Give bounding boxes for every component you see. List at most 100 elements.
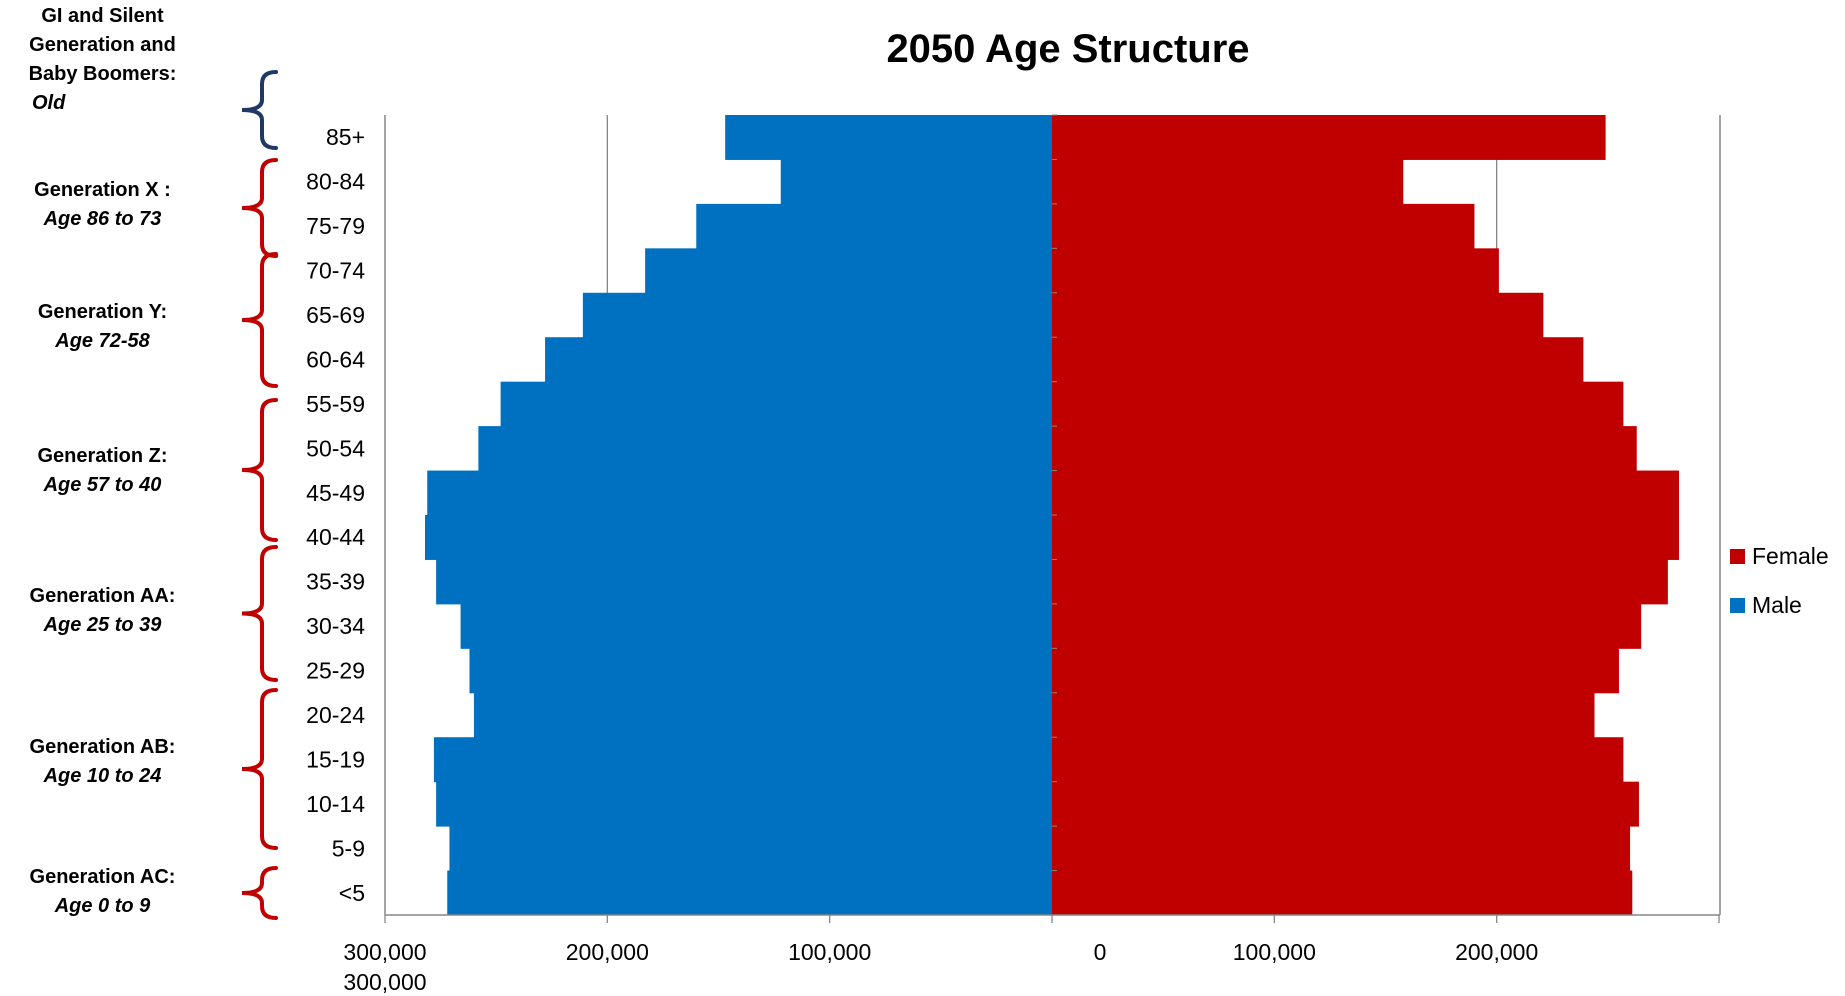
legend-label-male: Male — [1752, 592, 1802, 618]
bar-female — [1052, 115, 1606, 160]
bar-male — [427, 470, 1052, 516]
bar-male — [645, 248, 1052, 294]
age-group-label: 60-64 — [306, 346, 365, 372]
age-group-label: 65-69 — [306, 302, 365, 328]
bar-female — [1052, 737, 1624, 783]
generation-age-range: Old — [32, 92, 66, 114]
age-group-label: 20-24 — [306, 702, 365, 728]
generation-bracket — [241, 688, 278, 850]
generation-label: Generation AB: Age 10 to 24 — [0, 733, 205, 791]
x-tick-labels: 300,000 200,000 100,000 0 100,000 200,000 300,… — [343, 939, 1538, 995]
bar-female — [1052, 159, 1404, 205]
chart-title: 2050 Age Structure — [886, 27, 1249, 71]
x-tick-label: 0 — [1094, 939, 1107, 965]
bar-female — [1052, 337, 1584, 383]
age-group-labels: 85+ 80-84 75-79 70-74 65-69 60-64 55-59 50-54 45… — [306, 124, 365, 906]
legend-swatch-male — [1730, 598, 1745, 613]
legend-item-female: Female — [1730, 532, 1829, 581]
generation-bracket — [241, 158, 278, 258]
generation-name-line: Generation Z: — [37, 445, 168, 467]
age-group-label: 10-14 — [306, 791, 365, 817]
age-group-label: 70-74 — [306, 258, 365, 284]
age-group-label: <5 — [339, 880, 365, 906]
age-group-label: 30-34 — [306, 613, 365, 639]
x-tick-label: 300,000 — [343, 939, 426, 965]
generation-name-line: Generation Y: — [37, 301, 168, 323]
generation-label: Generation AC: Age 0 to 9 — [0, 863, 205, 921]
generation-age-range: Age 86 to 73 — [43, 208, 162, 230]
age-group-label: 35-39 — [306, 569, 365, 595]
generation-label: Generation Y: Age 72-58 — [0, 298, 205, 356]
age-group-label: 55-59 — [306, 391, 365, 417]
bar-male — [433, 737, 1052, 783]
x-tick-label: 100,000 — [788, 939, 871, 965]
x-tick-label: 100,000 — [1233, 939, 1316, 965]
bar-female — [1052, 203, 1475, 249]
generation-bracket — [241, 252, 278, 388]
bar-male — [469, 648, 1052, 694]
generation-age-range: Age 57 to 40 — [43, 474, 162, 496]
bar-female — [1052, 515, 1679, 560]
bar-female — [1052, 648, 1619, 694]
bar-male — [696, 203, 1052, 249]
bar-male — [447, 870, 1053, 916]
bar-male — [473, 692, 1052, 738]
generation-name-line: Generation AA: — [29, 585, 176, 607]
generation-brackets — [241, 70, 278, 920]
bar-female — [1052, 870, 1633, 916]
age-group-label: 45-49 — [306, 480, 365, 506]
legend-swatch-female — [1730, 549, 1745, 564]
age-group-label: 15-19 — [306, 746, 365, 772]
generation-age-range: Age 25 to 39 — [43, 614, 162, 636]
bar-male — [582, 292, 1052, 338]
bar-male — [449, 826, 1052, 872]
generation-name-line: Generation AB: — [29, 736, 176, 758]
legend-item-male: Male — [1730, 581, 1829, 630]
bar-female — [1052, 603, 1642, 649]
x-tick-label: 200,000 — [566, 939, 649, 965]
bar-male — [725, 115, 1052, 160]
bar-female — [1052, 559, 1668, 605]
bar-male — [460, 603, 1052, 649]
age-group-label: 75-79 — [306, 213, 365, 239]
bar-male — [436, 781, 1052, 827]
x-tick-label: 200,000 — [1455, 939, 1538, 965]
bar-female — [1052, 426, 1637, 472]
generation-bracket — [241, 545, 278, 682]
generation-bracket — [241, 866, 278, 920]
bar-male — [780, 159, 1052, 205]
generation-age-range: Age 10 to 24 — [43, 765, 162, 787]
generation-label: Generation X : Age 86 to 73 — [0, 176, 205, 234]
age-group-label: 50-54 — [306, 435, 365, 461]
legend: Female Male — [1730, 532, 1829, 630]
legend-label-female: Female — [1752, 543, 1829, 569]
bar-female — [1052, 470, 1679, 516]
bar-female — [1052, 692, 1595, 738]
bar-female — [1052, 781, 1639, 827]
generation-label: Generation Z: Age 57 to 40 — [0, 442, 205, 500]
axes — [384, 114, 1721, 923]
generation-name-line: Generation X : — [34, 179, 171, 201]
bar-female — [1052, 381, 1624, 427]
bar-male — [500, 381, 1052, 427]
bars — [425, 115, 1679, 916]
age-group-label: 40-44 — [306, 524, 365, 550]
bar-female — [1052, 248, 1499, 294]
generation-label: Generation AA: Age 25 to 39 — [0, 582, 205, 640]
generation-bracket — [241, 398, 278, 542]
bar-male — [425, 515, 1052, 560]
generation-name-line: Generation and — [29, 34, 176, 56]
age-group-label: 25-29 — [306, 658, 365, 684]
generation-bracket — [241, 70, 278, 150]
generation-name-line: Baby Boomers: — [28, 63, 177, 85]
generation-age-range: Age 0 to 9 — [54, 895, 151, 917]
generation-name-line: Generation AC: — [29, 866, 176, 888]
bar-male — [478, 426, 1052, 472]
x-tick-label-extra: 300,000 — [343, 969, 426, 995]
generation-age-range: Age 72-58 — [55, 330, 150, 352]
bar-male — [436, 559, 1052, 605]
age-group-label: 5-9 — [332, 835, 365, 861]
age-group-label: 80-84 — [306, 169, 365, 195]
generation-label: GI and Silent Generation and Baby Boomers:… — [0, 2, 205, 118]
